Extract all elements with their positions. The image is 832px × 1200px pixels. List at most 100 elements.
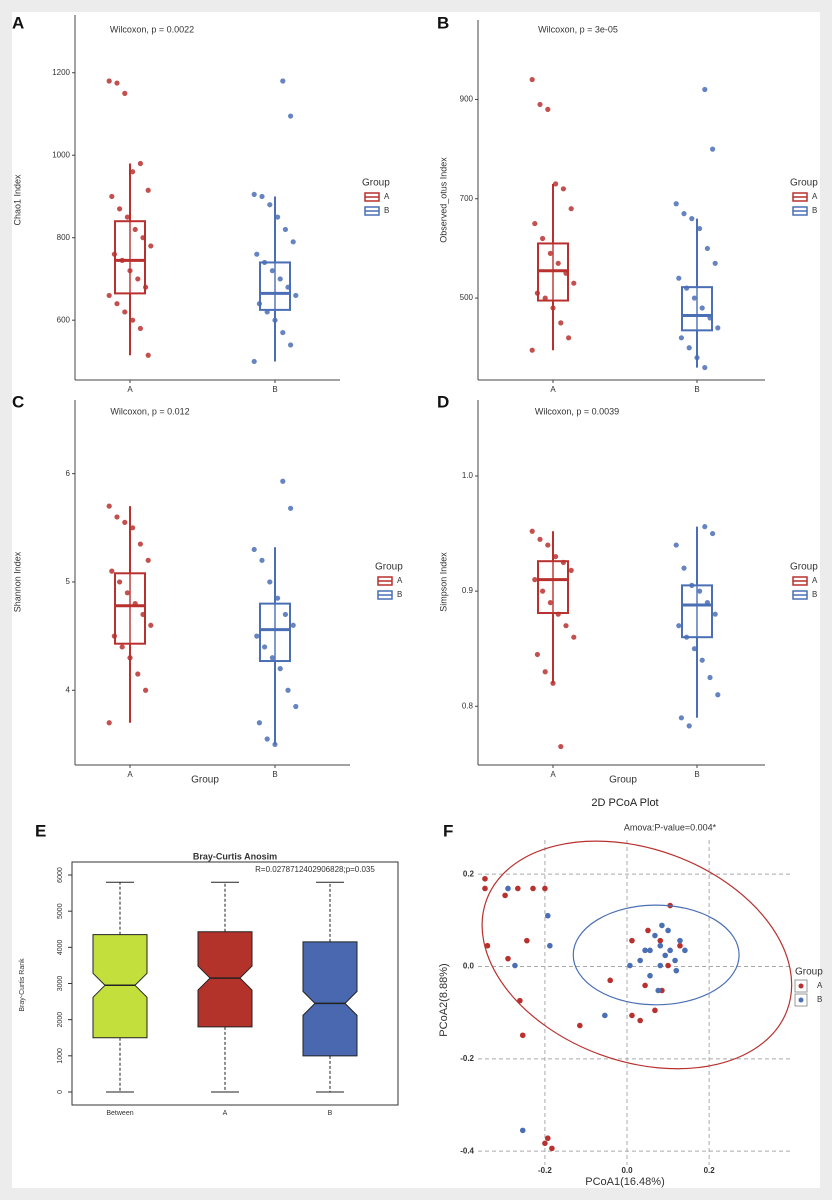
point [259, 193, 265, 200]
point [272, 317, 278, 323]
point [704, 245, 711, 252]
box [92, 934, 148, 1039]
point [547, 250, 554, 256]
panel-label: D [437, 392, 449, 411]
y-axis-label: Observed_otus Index [438, 157, 448, 243]
card [12, 12, 820, 1188]
point [529, 528, 535, 534]
point [275, 595, 281, 601]
point [571, 280, 577, 286]
point [532, 220, 538, 227]
point [673, 201, 679, 207]
point [665, 962, 671, 969]
point [652, 1007, 658, 1014]
point [563, 270, 569, 276]
point [145, 352, 151, 358]
point [667, 947, 673, 954]
point [568, 206, 574, 212]
box [197, 931, 253, 1028]
point [673, 967, 680, 974]
y-tick-label: 1000 [52, 150, 70, 159]
legend-label: A [812, 576, 818, 585]
point [519, 1127, 526, 1134]
point [550, 305, 556, 311]
point [549, 1145, 555, 1152]
panel-label: A [12, 13, 24, 32]
point [704, 600, 711, 606]
y-tick-label: -0.2 [460, 1054, 474, 1063]
point [282, 226, 288, 233]
point [715, 692, 721, 698]
ellipse [572, 904, 740, 1006]
y-tick-label: 700 [460, 194, 474, 203]
point [290, 622, 296, 628]
point [647, 947, 653, 954]
x-tick-label: A [223, 1110, 228, 1117]
point [602, 1012, 608, 1019]
x-tick-label: -0.2 [538, 1166, 552, 1175]
point [145, 187, 151, 193]
y-tick-label: 4000 [57, 939, 64, 955]
point [532, 577, 538, 583]
point [275, 214, 281, 220]
point [657, 942, 664, 949]
x-axis-label: Group [609, 775, 637, 786]
point [676, 275, 682, 281]
point [568, 567, 574, 574]
ellipse [481, 840, 793, 1070]
y-axis-label: Chao1 Index [12, 174, 22, 226]
point [148, 243, 154, 249]
x-tick-label: A [550, 770, 556, 779]
point [117, 579, 123, 585]
point [691, 295, 698, 301]
point [114, 80, 120, 86]
legend-label: B [812, 206, 817, 215]
point [657, 962, 664, 969]
y-tick-label: 0.0 [463, 962, 475, 971]
y-tick-label: 600 [57, 315, 71, 324]
point [542, 295, 548, 301]
annotation: R=0.0278712402906828;p=0.035 [255, 865, 375, 874]
y-axis-label: Simpson Index [438, 552, 448, 612]
y-tick-label: 6000 [57, 867, 64, 883]
point [566, 335, 572, 341]
point [684, 634, 690, 640]
box [681, 584, 713, 639]
point [697, 225, 703, 232]
point [553, 181, 559, 187]
point [109, 193, 115, 200]
point [642, 982, 648, 989]
point [148, 622, 154, 628]
point [140, 235, 146, 241]
point [697, 588, 703, 594]
y-tick-label: 0 [57, 1090, 64, 1094]
point [285, 284, 291, 290]
annotation: Wilcoxon, p = 0.0022 [110, 24, 194, 34]
point [264, 736, 270, 742]
point [645, 927, 651, 934]
chart-title: Bray-Curtis Anosim [193, 851, 277, 861]
point [712, 260, 718, 266]
point [677, 942, 683, 949]
point [637, 957, 643, 964]
point [540, 235, 546, 242]
point [691, 646, 698, 652]
legend-title: Group [362, 178, 390, 189]
y-tick-label: 3000 [57, 976, 64, 992]
point [251, 546, 257, 553]
x-tick-label: B [272, 770, 277, 779]
point [519, 1032, 526, 1039]
point [686, 723, 692, 729]
point [547, 942, 553, 949]
legend-label: A [812, 192, 818, 201]
x-tick-label: Between [106, 1110, 133, 1117]
point [555, 260, 561, 266]
legend-label: B [397, 590, 402, 599]
point [662, 952, 668, 959]
point [140, 611, 146, 618]
x-tick-label: A [127, 770, 133, 779]
point [277, 276, 283, 282]
point [256, 301, 262, 307]
point [280, 329, 286, 336]
